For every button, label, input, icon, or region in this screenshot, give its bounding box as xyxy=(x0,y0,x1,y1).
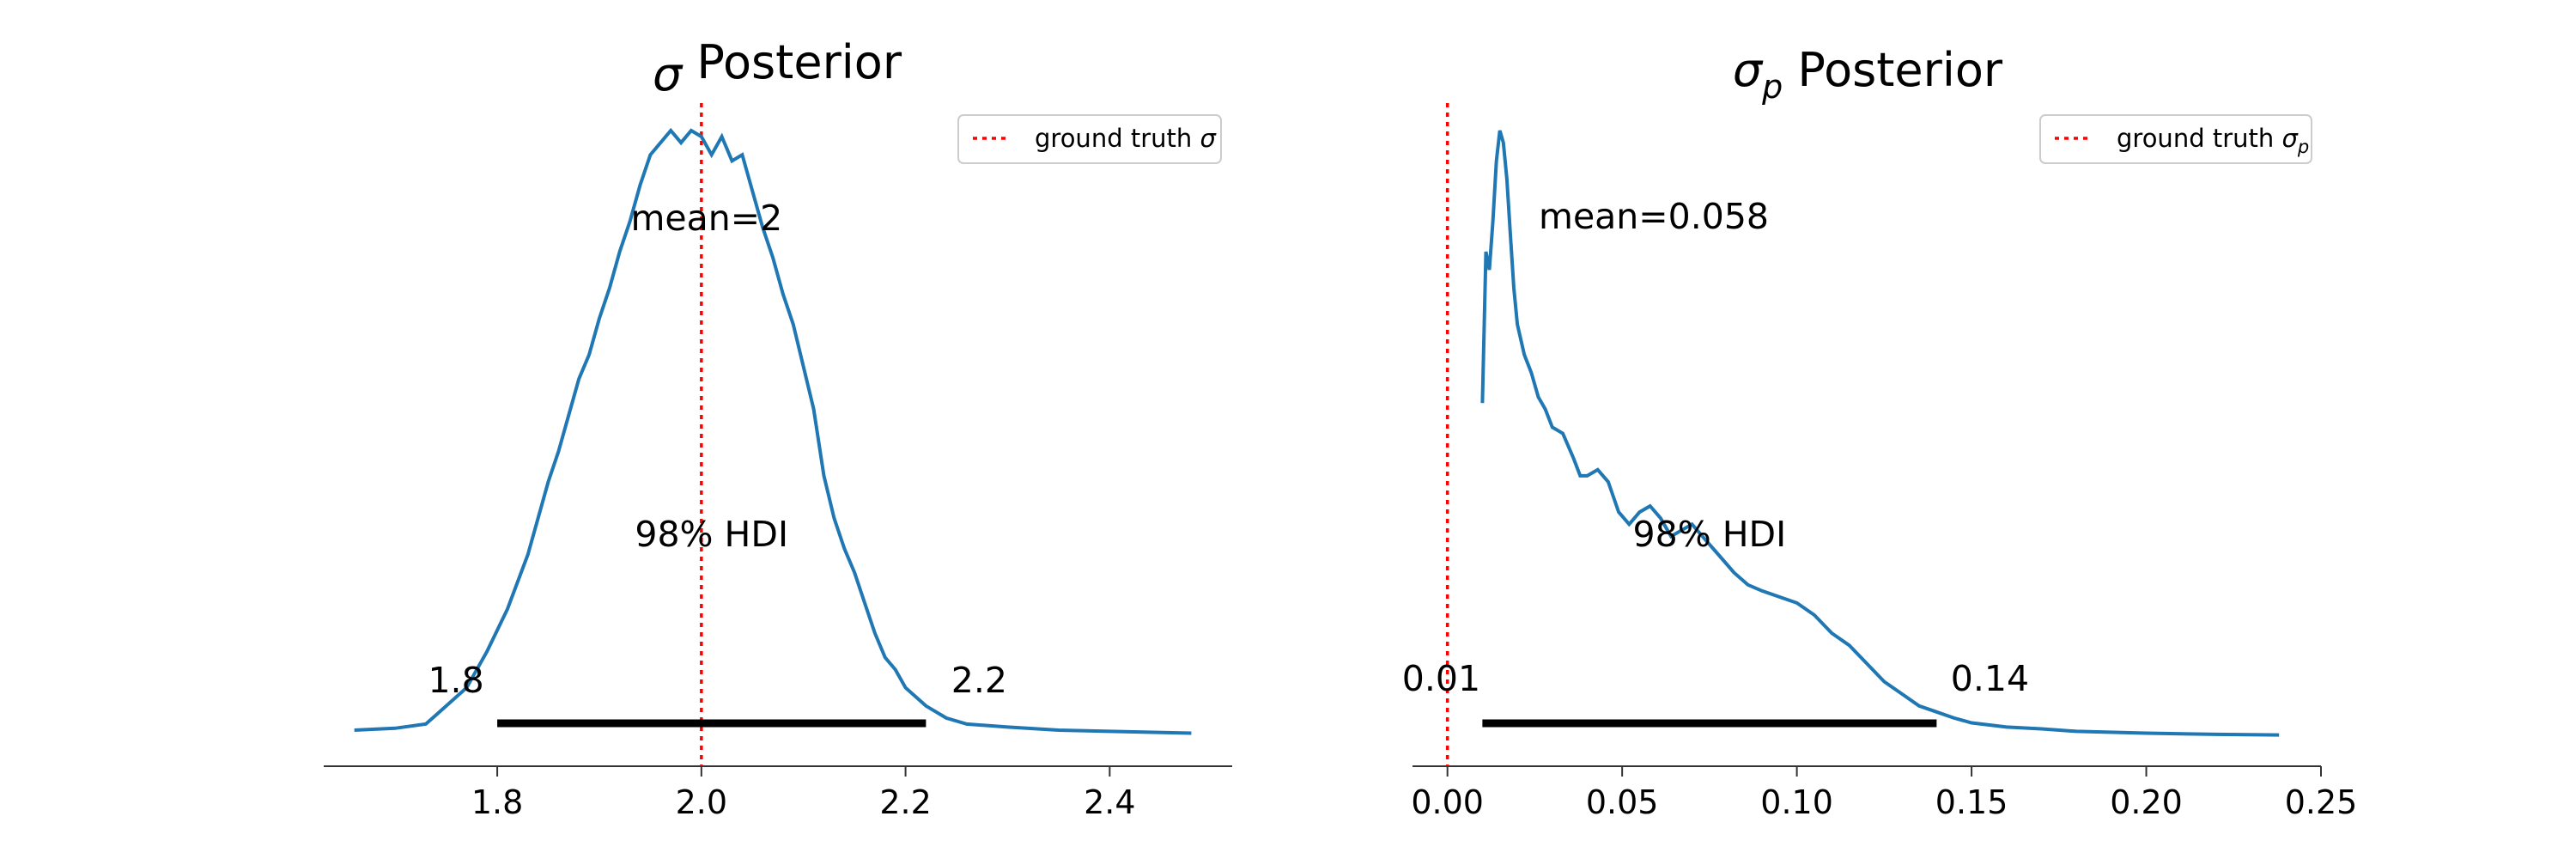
legend-label: ground truth σ xyxy=(1035,124,1217,153)
x-tick-label: 0.25 xyxy=(2285,783,2358,821)
legend-frame xyxy=(957,114,1222,164)
posterior-density-curve xyxy=(354,127,1192,735)
sigma-posterior-panel: σ Posterior 1.8 2.0 2.2 2.4 mean=2 98% HDI … xyxy=(324,35,1232,821)
x-tick-label: 0.15 xyxy=(1935,783,2008,821)
hdi-label: 98% HDI xyxy=(1633,514,1787,555)
legend: ground truth σp xyxy=(2039,114,2312,164)
hdi-high-label: 0.14 xyxy=(1951,658,2029,699)
x-axis-ticks: 0.00 0.05 0.10 0.15 0.20 0.25 xyxy=(1411,766,2357,821)
hdi-low-label: 1.8 xyxy=(428,660,483,701)
mean-label: mean=0.058 xyxy=(1539,196,1769,237)
x-tick-label: 2.2 xyxy=(879,783,931,821)
mean-label: mean=2 xyxy=(630,198,782,239)
x-tick-label: 0.00 xyxy=(1411,783,1484,821)
hdi-low-label: 0.01 xyxy=(1402,658,1480,699)
hdi-high-label: 2.2 xyxy=(951,660,1007,701)
x-tick-label: 1.8 xyxy=(471,783,523,821)
x-tick-label: 0.05 xyxy=(1586,783,1659,821)
legend-label: ground truth σp xyxy=(2117,124,2309,157)
sigma-p-posterior-panel: σp Posterior 0.00 0.05 0.10 0.15 0.20 0.25 me… xyxy=(1402,43,2358,821)
x-tick-label: 2.4 xyxy=(1084,783,1135,821)
posterior-density-curve xyxy=(1480,130,2280,737)
hdi-label: 98% HDI xyxy=(635,514,788,555)
legend: ground truth σ xyxy=(957,114,1222,164)
panel-title: σp Posterior xyxy=(1733,43,2003,106)
x-axis-ticks: 1.8 2.0 2.2 2.4 xyxy=(471,766,1136,821)
legend-frame xyxy=(2039,114,2312,164)
x-tick-label: 0.20 xyxy=(2110,783,2183,821)
x-tick-label: 0.10 xyxy=(1760,783,1833,821)
panel-title: σ Posterior xyxy=(653,35,902,101)
x-tick-label: 2.0 xyxy=(676,783,727,821)
